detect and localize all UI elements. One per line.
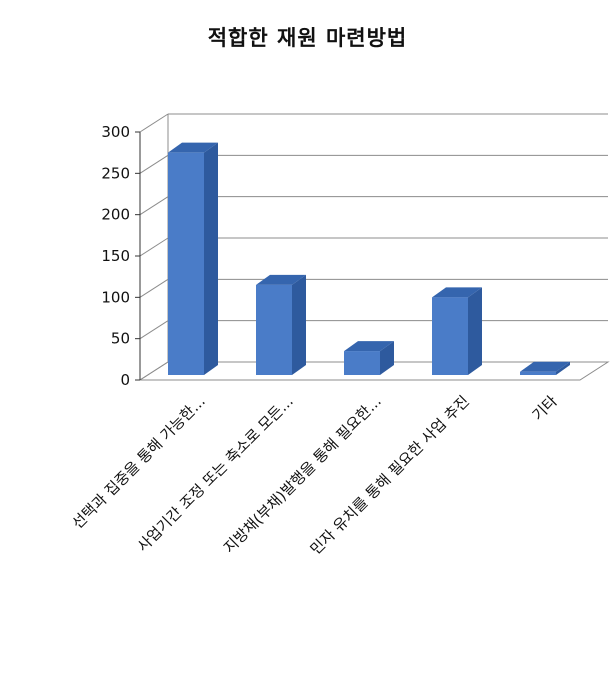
bar-front-face xyxy=(344,351,380,375)
bar xyxy=(168,142,218,375)
x-category-label: 사업기간 조정 또는 축소로 모든... xyxy=(134,392,297,555)
bar-side-face xyxy=(556,361,570,375)
y-tick-label: 200 xyxy=(101,206,130,224)
bar-side-face xyxy=(468,287,482,375)
bar-front-face xyxy=(256,284,292,375)
bar xyxy=(432,287,482,375)
y-tick-label: 50 xyxy=(111,330,130,348)
bar-top-face xyxy=(520,361,570,372)
bar-front-face xyxy=(432,297,468,375)
bar-side-face xyxy=(292,274,306,375)
x-category-label: 민자 유치를 통해 필요한 사업 추진 xyxy=(307,392,473,558)
gridline-side xyxy=(139,278,169,298)
bar xyxy=(344,341,394,375)
chart-title: 적합한 재원 마련방법 xyxy=(207,26,408,50)
gridline-side xyxy=(139,320,169,340)
gridline-side xyxy=(139,154,169,174)
x-category-label: 지방채(부채)발행을 통해 필요한... xyxy=(220,392,385,557)
bar-top-face xyxy=(168,142,218,153)
y-tick-label: 300 xyxy=(101,123,130,141)
bar xyxy=(256,274,306,375)
x-category-label: 기타 xyxy=(529,392,561,424)
y-tick-label: 100 xyxy=(101,288,130,306)
y-tick-label: 0 xyxy=(120,371,130,389)
bars-layer xyxy=(168,142,570,375)
gridline-side xyxy=(139,237,169,257)
y-tick-label: 250 xyxy=(101,164,130,182)
bar xyxy=(520,361,570,375)
y-tick-labels: 0 50 100 150 200 250 300 xyxy=(101,123,130,389)
gridline-side xyxy=(139,196,169,216)
bar-front-face xyxy=(520,371,556,375)
y-tick-label: 150 xyxy=(101,247,130,265)
bar-top-face xyxy=(432,287,482,298)
x-category-labels: 선택과 집중을 통해 가능한...사업기간 조정 또는 축소로 모든...지방채… xyxy=(69,392,561,558)
bar-front-face xyxy=(168,152,204,375)
bar-top-face xyxy=(344,341,394,352)
bar-top-face xyxy=(256,274,306,285)
chart-floor xyxy=(138,361,610,381)
gridline-side xyxy=(139,113,169,133)
bar-side-face xyxy=(380,341,394,375)
bar-side-face xyxy=(204,142,218,375)
